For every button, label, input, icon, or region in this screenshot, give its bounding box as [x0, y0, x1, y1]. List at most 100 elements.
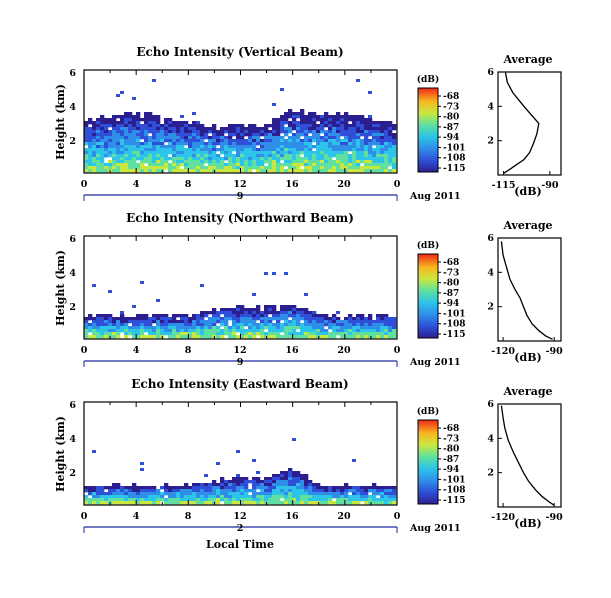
heatmap-cell — [340, 142, 345, 146]
heatmap-cell — [212, 495, 217, 499]
heatmap-cell — [344, 486, 349, 490]
heatmap-cell — [372, 142, 377, 146]
heatmap-cell — [288, 136, 293, 140]
heatmap-cell — [316, 148, 321, 152]
heatmap-cell — [360, 145, 365, 149]
heatmap-cell — [276, 480, 281, 484]
heatmap-cell — [264, 498, 269, 502]
heatmap-cell — [260, 501, 265, 505]
heatmap-cell — [288, 311, 293, 315]
heatmap-cell — [276, 133, 281, 137]
heatmap-cell — [180, 133, 185, 137]
heatmap-cell — [364, 160, 369, 164]
heatmap-cell — [224, 308, 229, 312]
heatmap-cell — [172, 139, 177, 143]
heatmap-cell — [296, 163, 301, 167]
heatmap-cell — [116, 323, 121, 327]
heatmap-cell — [372, 483, 377, 487]
heatmap-cell — [304, 335, 309, 339]
heatmap-cell — [312, 323, 317, 327]
heatmap-cell — [84, 127, 89, 131]
heatmap-cell — [84, 160, 89, 164]
heatmap-cell — [148, 130, 153, 134]
heatmap-cell — [96, 326, 101, 330]
heatmap-cell — [272, 124, 277, 128]
heatmap-cell — [364, 136, 369, 140]
heatmap-cell — [276, 145, 281, 149]
heatmap-cell — [196, 124, 201, 128]
heatmap-cell — [124, 166, 129, 170]
heatmap-cell — [236, 133, 241, 137]
heatmap-cell — [180, 335, 185, 339]
heatmap-cell — [376, 163, 381, 167]
heatmap-cell — [216, 130, 221, 134]
heatmap-cell — [232, 335, 237, 339]
heatmap-cell — [248, 145, 253, 149]
heatmap-cell — [312, 495, 317, 499]
heatmap-cell — [292, 320, 297, 324]
heatmap-cell — [332, 317, 337, 321]
heatmap-cell — [144, 498, 149, 502]
heatmap-cell — [300, 474, 305, 478]
heatmap-cell — [316, 329, 321, 333]
heatmap-cell — [388, 495, 393, 499]
heatmap-cell — [376, 154, 381, 158]
heatmap-cell — [284, 486, 289, 490]
heatmap-cell — [364, 121, 369, 125]
heatmap-cell — [192, 326, 197, 330]
heatmap-cell — [200, 154, 205, 158]
heatmap-cell — [356, 486, 361, 490]
heatmap-cell — [264, 157, 269, 161]
heatmap-cell — [88, 160, 93, 164]
heatmap-cell — [196, 317, 201, 321]
heatmap-cell — [88, 314, 93, 318]
heatmap-cell — [136, 151, 141, 155]
heatmap-cell — [380, 154, 385, 158]
heatmap-cell — [152, 489, 157, 493]
heatmap-cell — [280, 483, 285, 487]
heatmap-cell — [276, 329, 281, 333]
heatmap-cell — [356, 136, 361, 140]
heatmap-cell — [160, 326, 165, 330]
heatmap-cell — [88, 166, 93, 170]
heatmap-cell — [288, 326, 293, 330]
heatmap-cell — [272, 142, 277, 146]
heatmap-cell — [376, 148, 381, 152]
heatmap-cell — [360, 326, 365, 330]
heatmap-cell — [180, 151, 185, 155]
heatmap-cell — [136, 136, 141, 140]
heatmap-cell — [228, 142, 233, 146]
heatmap-cell — [84, 326, 89, 330]
heatmap-cell — [148, 142, 153, 146]
heatmap-cell — [292, 145, 297, 149]
heatmap-cell — [360, 127, 365, 131]
heatmap-cell — [388, 332, 393, 336]
heatmap-cell — [224, 332, 229, 336]
y-tick-label: 4 — [69, 102, 76, 113]
heatmap-cell — [272, 495, 277, 499]
heatmap-cell — [368, 139, 373, 143]
heatmap-cell — [312, 160, 317, 164]
heatmap-cell — [292, 326, 297, 330]
heatmap-cell — [348, 139, 353, 143]
heatmap-cell — [172, 160, 177, 164]
colorbar: (dB)-68-73-80-87-94-101-108-115 — [417, 240, 466, 340]
heatmap-cell — [136, 118, 141, 122]
heatmap-cell — [152, 133, 157, 137]
heatmap-cell — [160, 160, 165, 164]
heatmap-cell — [376, 145, 381, 149]
heatmap-cell — [156, 124, 161, 128]
heatmap-cell — [240, 166, 245, 170]
heatmap-cell — [316, 169, 321, 173]
heatmap-cell — [304, 486, 309, 490]
heatmap-cell — [216, 169, 221, 173]
heatmap-cell — [180, 154, 185, 158]
heatmap-cell — [380, 142, 385, 146]
heatmap-cell — [328, 486, 333, 490]
heatmap-cell — [176, 145, 181, 149]
heatmap-cell — [308, 498, 313, 502]
y-tick-label: 2 — [69, 136, 76, 147]
heatmap-cell — [316, 495, 321, 499]
heatmap-cell — [340, 151, 345, 155]
heatmap-cell — [228, 480, 233, 484]
